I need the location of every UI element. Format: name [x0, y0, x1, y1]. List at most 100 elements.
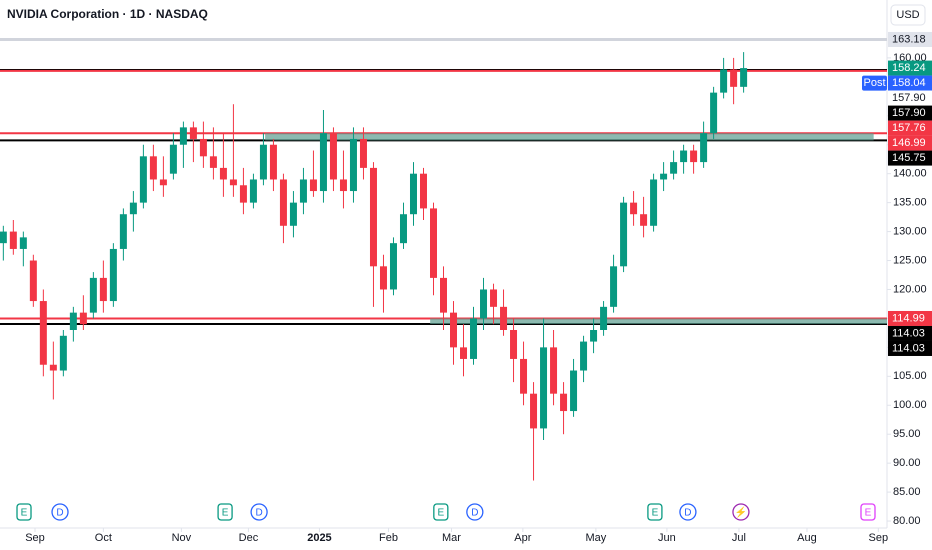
event-icon[interactable]: [732, 503, 750, 521]
event-label[interactable]: D: [684, 508, 691, 519]
candle-body: [89, 277, 97, 313]
x-tick-label: Jun: [658, 532, 676, 544]
price-label-box: [888, 150, 932, 166]
event-label[interactable]: E: [222, 508, 229, 519]
candle-body: [540, 347, 548, 429]
candle-body: [109, 248, 117, 302]
candle-body: [249, 179, 257, 203]
event-icon[interactable]: [860, 503, 876, 521]
candle-body: [9, 231, 17, 249]
price-label: 157.76: [892, 122, 926, 134]
event-icon[interactable]: [466, 503, 484, 521]
event-label[interactable]: D: [56, 508, 63, 519]
candle-body: [740, 68, 748, 87]
candle-body: [79, 312, 87, 325]
candle-body: [580, 341, 588, 371]
candle-body: [289, 202, 297, 226]
y-tick-label: 100.00: [893, 399, 927, 411]
candle-body: [690, 150, 698, 163]
candle-body: [379, 266, 387, 290]
price-label-box: [888, 60, 932, 76]
candle-body: [720, 69, 728, 93]
currency-box[interactable]: [890, 4, 926, 26]
y-tick-label: 140.00: [893, 168, 927, 180]
candle-body: [49, 364, 57, 371]
y-tick-label: 130.00: [893, 225, 927, 237]
candle-body: [219, 167, 227, 180]
price-label: 158.24: [892, 62, 926, 74]
candle-body: [550, 347, 558, 394]
y-tick-label: 95.00: [893, 428, 921, 440]
candle-body: [419, 173, 427, 209]
price-label: 145.75: [892, 152, 926, 164]
candle-body: [139, 156, 147, 203]
x-tick-label: Sep: [25, 532, 45, 544]
candle-body: [630, 202, 638, 215]
candle-body: [269, 144, 277, 180]
candle-body: [680, 150, 688, 163]
candle-body: [460, 347, 468, 359]
candle-body: [590, 330, 598, 342]
event-icon[interactable]: [51, 503, 69, 521]
candle-body: [279, 179, 287, 226]
x-tick-label: Aug: [797, 532, 817, 544]
price-label-box: [888, 340, 932, 356]
x-tick-label: Feb: [379, 532, 398, 544]
x-tick-label: Nov: [172, 532, 192, 544]
price-label: 114.03: [892, 342, 925, 354]
event-label[interactable]: D: [471, 508, 478, 519]
currency[interactable]: USD: [896, 9, 919, 21]
candle-body: [329, 133, 337, 180]
candle-body: [670, 162, 678, 174]
price-label-box: [888, 90, 932, 106]
candle-body: [199, 138, 207, 157]
event-label[interactable]: D: [255, 508, 262, 519]
x-tick-label: Mar: [442, 532, 461, 544]
candle-body: [440, 277, 447, 313]
event-label[interactable]: ⚡: [735, 506, 747, 519]
event-label[interactable]: E: [437, 508, 444, 519]
event-label[interactable]: E: [865, 508, 872, 519]
candle-body: [409, 173, 417, 215]
x-tick-label: Apr: [514, 532, 531, 544]
candle-body: [620, 202, 628, 267]
event-icon[interactable]: [16, 503, 32, 521]
y-tick-label: 120.00: [893, 283, 927, 295]
candle-body: [700, 133, 708, 163]
chart-title: NVIDIA Corporation · 1D · NASDAQ: [7, 7, 208, 21]
candle-body: [319, 133, 327, 192]
price-label-box: [888, 31, 932, 47]
event-icon[interactable]: [217, 503, 233, 521]
candle-body: [159, 179, 167, 186]
candle-body: [359, 138, 367, 168]
candle-body: [339, 179, 347, 192]
zone: [430, 318, 887, 325]
price-label-box: [888, 75, 932, 91]
price-label: 157.90: [892, 107, 926, 119]
event-label[interactable]: E: [21, 508, 28, 519]
zone: [265, 133, 874, 141]
candle-body: [650, 179, 658, 226]
candle-body: [39, 301, 47, 365]
x-tick-label: 2025: [307, 532, 331, 544]
y-tick-label: 85.00: [893, 486, 921, 498]
candle-body: [480, 289, 488, 319]
event-label[interactable]: E: [652, 508, 659, 519]
event-icon[interactable]: [679, 503, 697, 521]
candle-body: [179, 127, 187, 145]
candle-body: [149, 156, 157, 180]
candle-body: [429, 208, 437, 278]
price-tag: Post: [863, 77, 885, 89]
candle-body: [69, 312, 77, 330]
candle-body: [19, 237, 27, 249]
event-icon[interactable]: [433, 503, 449, 521]
y-tick-label: 80.00: [893, 515, 921, 527]
x-tick-label: May: [586, 532, 607, 544]
candle-body: [640, 214, 648, 226]
event-icon[interactable]: [250, 503, 268, 521]
price-label: 157.90: [892, 92, 926, 104]
event-icon[interactable]: [647, 503, 663, 521]
y-tick-label: 105.00: [893, 370, 927, 382]
